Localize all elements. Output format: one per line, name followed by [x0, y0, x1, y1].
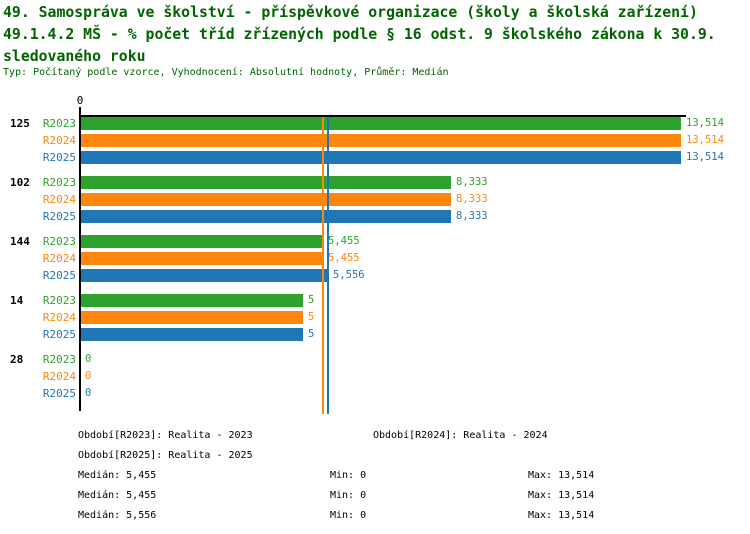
- bar-14-R2025: [81, 328, 303, 341]
- bar-102-R2025: [81, 210, 451, 223]
- stat-median-r2025: Medián: 5,556: [78, 510, 157, 521]
- series-label-R2023: R2023: [42, 235, 76, 248]
- bar-144-R2025: [81, 269, 328, 282]
- series-label-R2024: R2024: [42, 370, 76, 383]
- bar-value-label-102-R2023: 8,333: [456, 176, 488, 188]
- bar-value-label-125-R2025: 13,514: [686, 151, 724, 163]
- median-line-R2024: [322, 117, 324, 414]
- report-title-line-1: 49. Samospráva ve školství - příspěvkové…: [3, 4, 698, 21]
- series-label-R2024: R2024: [42, 134, 76, 147]
- bar-value-label-28-R2025: 0: [85, 387, 92, 399]
- bar-102-R2024: [81, 193, 451, 206]
- bar-value-label-28-R2023: 0: [85, 353, 92, 365]
- value-axis-zero-tick-label: 0: [76, 94, 84, 107]
- bar-value-label-14-R2024: 5: [308, 311, 315, 323]
- bar-14-R2024: [81, 311, 303, 324]
- bar-value-label-14-R2025: 5: [308, 328, 315, 340]
- group-label-125: 125: [10, 117, 30, 130]
- bar-value-label-144-R2023: 5,455: [328, 235, 360, 247]
- bar-144-R2023: [81, 235, 323, 248]
- category-axis-line: [79, 107, 81, 411]
- series-label-R2024: R2024: [42, 311, 76, 324]
- bar-value-label-28-R2024: 0: [85, 370, 92, 382]
- series-label-R2024: R2024: [42, 252, 76, 265]
- value-axis-line: [79, 115, 686, 117]
- series-label-R2025: R2025: [42, 328, 76, 341]
- bar-125-R2025: [81, 151, 681, 164]
- bar-14-R2023: [81, 294, 303, 307]
- stat-max-r2023: Max: 13,514: [528, 470, 595, 481]
- legend-r2024: Období[R2024]: Realita - 2024: [373, 430, 548, 441]
- group-label-102: 102: [10, 176, 30, 189]
- stat-min-r2024: Min: 0: [330, 490, 367, 501]
- stat-min-r2023: Min: 0: [330, 470, 367, 481]
- bar-value-label-125-R2024: 13,514: [686, 134, 724, 146]
- legend-r2023: Období[R2023]: Realita - 2023: [78, 430, 253, 441]
- bar-value-label-102-R2025: 8,333: [456, 210, 488, 222]
- bar-125-R2024: [81, 134, 681, 147]
- group-label-28: 28: [10, 353, 24, 366]
- report-title: 49. Samospráva ve školství - příspěvkové…: [3, 2, 716, 68]
- bar-value-label-14-R2023: 5: [308, 294, 315, 306]
- report-title-line-3: sledovaného roku: [3, 48, 146, 65]
- report-subtitle: Typ: Počítaný podle vzorce, Vyhodnocení:…: [3, 67, 449, 78]
- stat-max-r2025: Max: 13,514: [528, 510, 595, 521]
- stat-median-r2024: Medián: 5,455: [78, 490, 157, 501]
- bar-125-R2023: [81, 117, 681, 130]
- bar-value-label-144-R2025: 5,556: [333, 269, 365, 281]
- series-label-R2023: R2023: [42, 353, 76, 366]
- group-label-144: 144: [10, 235, 30, 248]
- stat-median-r2023: Medián: 5,455: [78, 470, 157, 481]
- legend-r2025: Období[R2025]: Realita - 2025: [78, 450, 253, 461]
- bar-value-label-102-R2024: 8,333: [456, 193, 488, 205]
- bar-144-R2024: [81, 252, 323, 265]
- bar-value-label-144-R2024: 5,455: [328, 252, 360, 264]
- series-label-R2023: R2023: [42, 117, 76, 130]
- bar-value-label-125-R2023: 13,514: [686, 117, 724, 129]
- series-label-R2024: R2024: [42, 193, 76, 206]
- series-label-R2025: R2025: [42, 269, 76, 282]
- group-label-14: 14: [10, 294, 24, 307]
- stat-min-r2025: Min: 0: [330, 510, 367, 521]
- series-label-R2023: R2023: [42, 294, 76, 307]
- series-label-R2025: R2025: [42, 151, 76, 164]
- median-line-R2025: [327, 117, 329, 414]
- report-title-line-2: 49.1.4.2 MŠ - % počet tříd zřízených pod…: [3, 26, 716, 43]
- bar-102-R2023: [81, 176, 451, 189]
- series-label-R2025: R2025: [42, 387, 76, 400]
- series-label-R2023: R2023: [42, 176, 76, 189]
- series-label-R2025: R2025: [42, 210, 76, 223]
- stat-max-r2024: Max: 13,514: [528, 490, 595, 501]
